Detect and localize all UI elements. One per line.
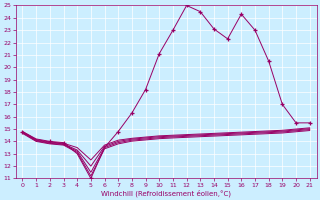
X-axis label: Windchill (Refroidissement éolien,°C): Windchill (Refroidissement éolien,°C) bbox=[101, 189, 231, 197]
